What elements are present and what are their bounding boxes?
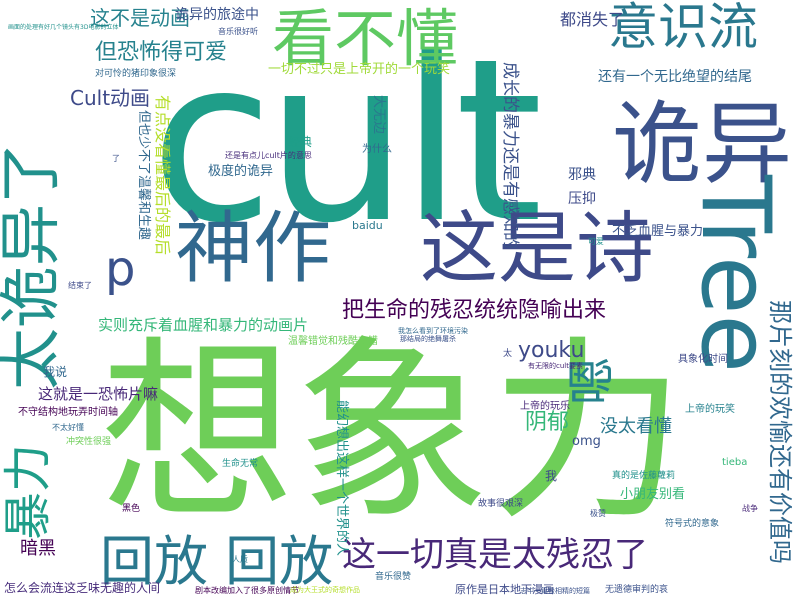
word-xiangxiangli: 想象力: [100, 319, 685, 546]
word-huanxiang: 能幻想出这样一个世界的人: [334, 400, 349, 557]
word-shenzuo: 神作: [175, 204, 332, 294]
word-wanxiao: 一切不过只是上帝开的一个玩笑: [268, 62, 451, 77]
word-huifang: 回放 回放: [100, 530, 334, 593]
word-woshuo: 我说: [43, 365, 68, 379]
word-renzhi: 人质: [232, 555, 248, 564]
word-zuoteng: 真的是佐藤蘿莉: [612, 471, 676, 481]
word-xiedian: 邪典: [568, 167, 596, 183]
word-xiaopengyou: 小朋友别看: [620, 487, 686, 502]
word-shenpan: 无遗德审判的哀: [605, 585, 669, 595]
word-omg: omg: [572, 434, 601, 449]
word-jizan: 极赞: [590, 509, 606, 518]
word-youku: youku: [518, 338, 585, 363]
word-cult: cult: [150, 11, 543, 273]
word-dawubian: 大无边: [371, 95, 386, 135]
word-le: 了: [112, 154, 120, 163]
word-canren: 这一切真是太残忍了: [342, 535, 648, 575]
word-cultpian: 还是有点儿cult片的意思: [225, 151, 312, 160]
word-yinyuehaoting: 音乐很好听: [218, 27, 258, 36]
word-xiaoshi: 都消失了: [560, 10, 625, 29]
word-heise: 黑色: [122, 504, 141, 514]
word-p: p: [105, 241, 136, 297]
word-juxiang: 具象化时间: [678, 354, 728, 365]
word-tai: 太: [503, 349, 513, 359]
word-fuhao: 符号式的意象: [665, 519, 720, 529]
word-kongbu-keai: 但恐怖得可爱: [95, 40, 228, 65]
word-qixiang: 成为大王式的奇想作品: [290, 586, 360, 594]
word-wo: 我: [545, 469, 558, 483]
word-wanle: 上帝的玩乐: [520, 401, 570, 412]
word-cult-donghua: Cult动画: [70, 86, 151, 110]
word-taiguiyile: 太诡异了: [0, 141, 67, 390]
word-gushi: 故事很艰深: [478, 499, 524, 509]
word-weishenme: 为什么: [362, 144, 392, 155]
word-shengming: 把生命的残忍统统隐喻出来: [342, 298, 607, 323]
word-shijianzhou: 不守结构地玩弄时间轴: [18, 407, 118, 418]
word-wuchang: 生命无常: [222, 459, 259, 469]
word-wuran: 我怎么看到了环境污染: [398, 327, 468, 335]
word-chengzhang: 成长的暴力还是有感知的: [500, 62, 520, 249]
word-zhanzheng: 战争: [742, 504, 758, 513]
word-yayi: 压抑: [568, 191, 596, 207]
word-yuanzuo: 原作是日本地下漫画: [455, 583, 554, 596]
word-zhu: 对可怜的猪印象很深: [95, 69, 177, 79]
word-jiewu: 那结局的绝舞屠杀: [400, 335, 456, 343]
word-duanpian: 志中一篇极相精的短篇: [520, 587, 590, 595]
word-buhaodong: 不太好懂: [52, 423, 84, 432]
word-huamian: 画面的处理有好几个镜头有3D电影的立体: [8, 24, 119, 31]
word-shize: 实则充斥着血腥和暴力的动画片: [98, 316, 309, 334]
word-keai: 可爱: [588, 237, 604, 246]
word-xuexing: 不乏血腥与暴力: [612, 224, 704, 239]
word-yishiliu: 意识流: [608, 0, 758, 56]
word-zheshishi: 这是诗: [420, 204, 655, 294]
word-cultyaosu: 有无限的cult要素: [528, 362, 583, 370]
word-lvtu: 诡异的旅途中: [175, 7, 259, 23]
word-baidu: baidu: [352, 219, 383, 232]
word-wenxin: 但也少不了温馨和生趣: [136, 110, 151, 241]
word-yinyu: 阴郁: [525, 410, 570, 435]
word-baoli: 暴力: [0, 443, 56, 540]
word-gaibian: 剧本改编加入了很多原创情节: [195, 586, 299, 595]
word-renjian: 怎么会流连这乏味无趣的人间: [4, 581, 161, 595]
word-juewang: 还有一个无比绝望的结尾: [598, 69, 752, 85]
word-jiaocuo: 温馨错觉和残酷交错: [288, 336, 378, 347]
word-jieshu: 结束了: [68, 281, 92, 290]
word-yinyue: 音乐很赞: [375, 572, 412, 582]
word-jidu: 极度的诡异: [208, 164, 274, 179]
word-zuihou: 有点没看懂最后的最后: [153, 95, 172, 256]
word-wanxiao2: 上帝的玩笑: [685, 404, 735, 415]
word-meitai: 没太看懂: [600, 416, 672, 437]
word-guiyi: 诡异: [612, 92, 792, 197]
word-kanbudong: 看不懂: [272, 2, 459, 75]
word-anhei: 暗黑: [20, 538, 56, 559]
word-zhebushi: 这不是动画: [90, 6, 190, 30]
word-chongtu: 冲突性很强: [66, 437, 112, 447]
word-tieba: tieba: [722, 457, 748, 468]
word-jingdian: 经典: [288, 135, 313, 149]
word-kongbupian: 这就是一恐怖片嘛: [38, 385, 159, 403]
word-pianke: 那片刻的欢愉还有价值吗: [766, 300, 794, 564]
